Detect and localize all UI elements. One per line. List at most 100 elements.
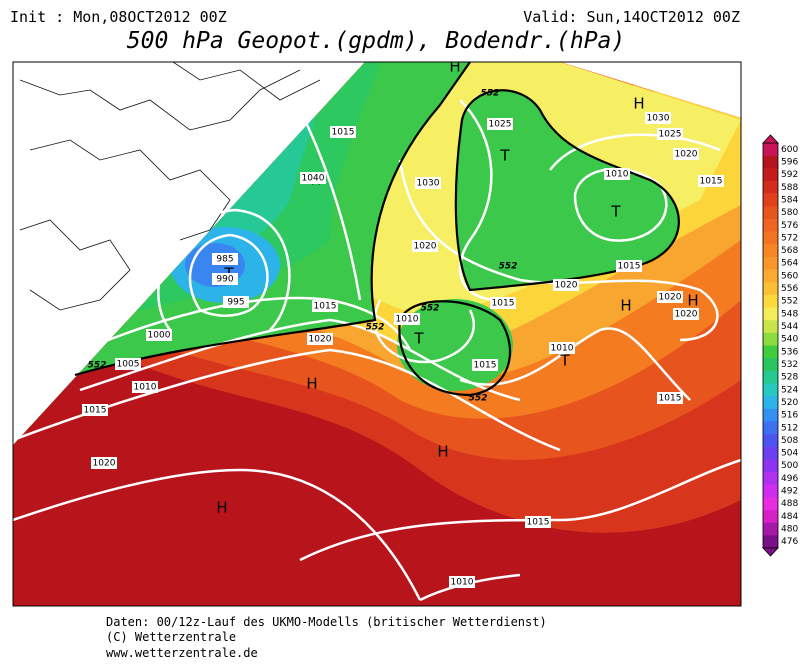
colorbar-label: 584 xyxy=(781,195,798,205)
colorbar-swatch xyxy=(763,383,778,397)
colorbar-label: 504 xyxy=(781,449,798,459)
isobar-label-box xyxy=(657,291,683,303)
isobar-label: 1015 xyxy=(527,518,550,528)
coastlines xyxy=(19,62,321,311)
pressure-center: H xyxy=(620,297,631,315)
contour-label: 552 xyxy=(421,304,440,314)
isobar-label: 1020 xyxy=(675,310,698,320)
isobar-label-box xyxy=(394,313,420,325)
colorbar-swatch xyxy=(763,294,778,308)
isobar-label-box xyxy=(553,279,579,291)
isobars xyxy=(13,99,741,602)
isobar-label: 1015 xyxy=(84,406,107,416)
colorbar-swatch xyxy=(763,370,778,384)
isobar-label-box xyxy=(698,175,724,187)
colorbar-swatch xyxy=(763,269,778,283)
isobar-label-box xyxy=(657,392,683,404)
isobar-label-box xyxy=(487,118,513,130)
isobar-label: 985 xyxy=(216,255,233,265)
isobar-label: 1010 xyxy=(451,578,474,588)
colorbar-label: 540 xyxy=(781,335,798,345)
colorbar-label: 600 xyxy=(781,145,798,155)
isobar-label-box xyxy=(673,148,699,160)
isobar-label: 1020 xyxy=(675,150,698,160)
colorbar-swatch xyxy=(763,522,778,536)
colorbar-swatch xyxy=(763,168,778,182)
geopotential-field xyxy=(13,62,741,606)
isobar-label: 1015 xyxy=(492,299,515,309)
pressure-center: H xyxy=(437,443,448,461)
colorbar-swatch xyxy=(763,206,778,220)
pressure-center: H xyxy=(449,58,460,76)
colorbar-label: 476 xyxy=(781,537,798,547)
isobar-label-box xyxy=(223,296,249,308)
colorbar-label: 536 xyxy=(781,347,798,357)
isobar-label: 1010 xyxy=(396,315,419,325)
colorbar-swatch xyxy=(763,446,778,460)
colorbar-swatch xyxy=(763,320,778,334)
colorbar-swatch xyxy=(763,307,778,321)
isobar-label: 1025 xyxy=(489,120,512,130)
isobar-label-box xyxy=(115,358,141,370)
colorbar-label: 528 xyxy=(781,373,798,383)
colorbar-swatch xyxy=(763,244,778,258)
colorbar-label: 544 xyxy=(781,322,798,332)
colorbar-swatch xyxy=(763,434,778,448)
isobar-label: 1020 xyxy=(414,242,437,252)
contour-label: 552 xyxy=(499,262,518,272)
colorbar-swatch xyxy=(763,256,778,270)
colorbar-swatch xyxy=(763,396,778,410)
contour-label: 552 xyxy=(481,89,500,99)
colorbar-swatch xyxy=(763,535,778,549)
isobar-label: 1005 xyxy=(117,360,140,370)
isobar-label-box xyxy=(525,516,551,528)
isobar-label-box xyxy=(300,172,326,184)
footer-url: www.wetterzentrale.de xyxy=(106,646,258,660)
map-frame xyxy=(12,61,742,607)
colorbar-label: 480 xyxy=(781,525,798,535)
isobar-label: 1030 xyxy=(417,179,440,189)
colorbar-label: 588 xyxy=(781,183,798,193)
colorbar-label: 564 xyxy=(781,259,798,269)
isobar-label-box xyxy=(657,128,683,140)
colorbar-label: 592 xyxy=(781,170,798,180)
isobar-label: 1000 xyxy=(148,331,171,341)
colorbar-label: 580 xyxy=(781,208,798,218)
colorbar-label: 548 xyxy=(781,309,798,319)
isobar-label-box xyxy=(549,342,575,354)
colorbar-label: 576 xyxy=(781,221,798,231)
colorbar-label: 488 xyxy=(781,499,798,509)
colorbar-swatch xyxy=(763,218,778,232)
colorbar-swatch xyxy=(763,231,778,245)
isobar-label-box xyxy=(415,177,441,189)
colorbar-swatch xyxy=(763,510,778,523)
colorbar-label: 500 xyxy=(781,461,798,471)
isobar-label-box xyxy=(312,300,338,312)
colorbar-swatch xyxy=(763,472,778,486)
isobar-label-box xyxy=(330,126,356,138)
colorbar-swatch xyxy=(763,459,778,473)
colorbar-label: 596 xyxy=(781,157,798,167)
colorbar-swatch xyxy=(763,484,778,498)
552-contours xyxy=(74,62,680,397)
pressure-center: T xyxy=(413,330,424,348)
colorbar-label: 532 xyxy=(781,360,798,370)
isobar-label: 1020 xyxy=(93,459,116,469)
pressure-center: H xyxy=(633,95,644,113)
colorbar-label: 520 xyxy=(781,398,798,408)
isobar-label: 1030 xyxy=(647,114,670,124)
isobar-label-box xyxy=(212,273,238,285)
isobar-label: 1025 xyxy=(659,130,682,140)
contour-label: 552 xyxy=(366,323,385,333)
colorbar-swatch xyxy=(763,421,778,435)
colorbar-swatch xyxy=(763,282,778,296)
isobar-label-box xyxy=(604,168,630,180)
colorbar-label: 552 xyxy=(781,297,798,307)
colorbar-label: 524 xyxy=(781,385,798,395)
isobar-label-box xyxy=(307,333,333,345)
colorbar-label: 568 xyxy=(781,246,798,256)
isobar-label-box xyxy=(673,308,699,320)
colorbar-label: 484 xyxy=(781,512,798,522)
colorbar-swatch xyxy=(763,497,778,511)
